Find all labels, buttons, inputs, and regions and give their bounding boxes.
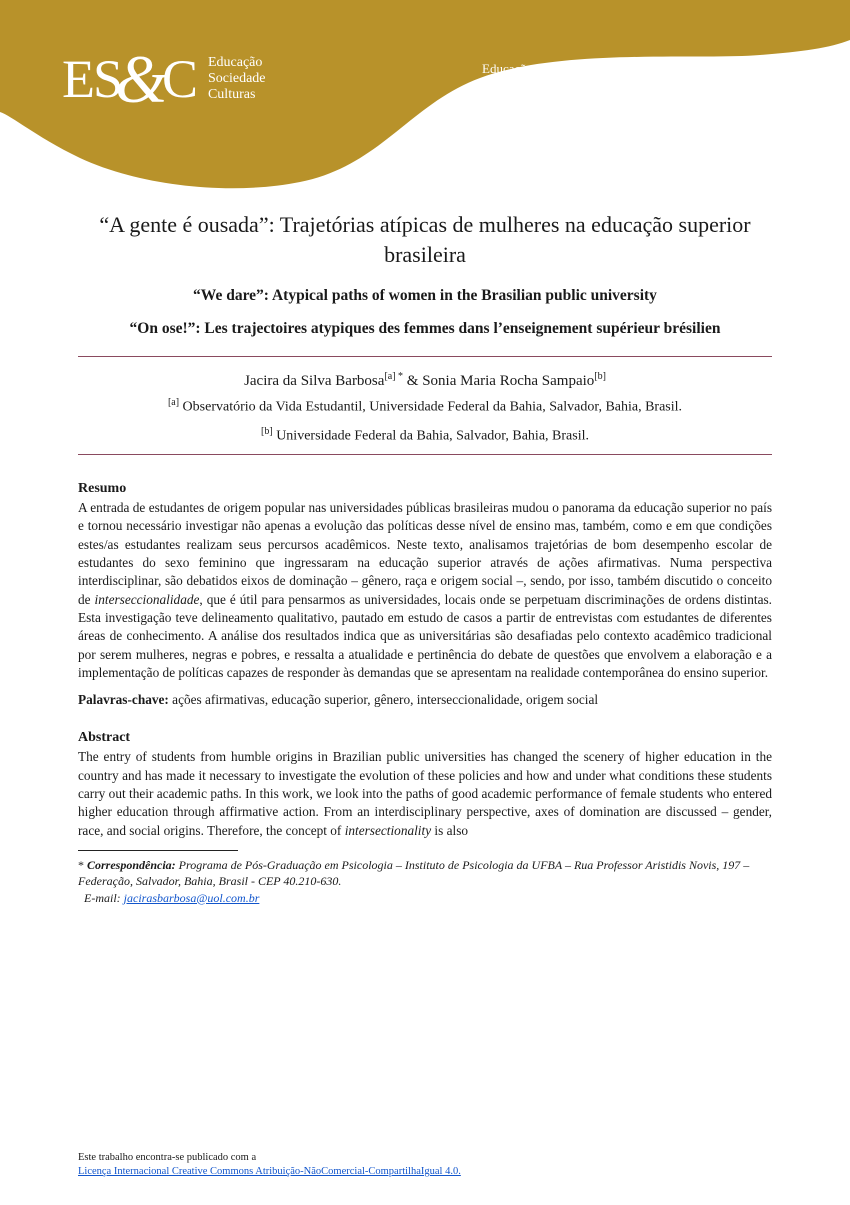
keywords-line: Palavras-chave: ações afirmativas, educa… (78, 692, 772, 708)
title-french: “On ose!”: Les trajectoires atypiques de… (78, 319, 772, 339)
author-amp: & (403, 373, 422, 389)
divider (78, 454, 772, 455)
footnote-text: Programa de Pós-Graduação em Psicologia … (78, 858, 749, 888)
logo-subtitle: Educação Sociedade Culturas (208, 55, 266, 103)
logo-word-1: Educação (208, 55, 262, 70)
footnote-rule (78, 850, 238, 851)
resumo-section: Resumo A entrada de estudantes de origem… (78, 481, 772, 708)
abstract-em: intersectionality (345, 823, 431, 838)
affiliation-b: [b] Universidade Federal da Bahia, Salva… (78, 425, 772, 446)
issue-info: n.º 66, d e z e m b r o 2023, pp. 1-23 (482, 78, 677, 96)
abstract-text: The entry of students from humble origin… (78, 748, 772, 840)
correspondence-footnote: * Correspondência: Programa de Pós-Gradu… (78, 857, 772, 906)
affiliation-a: [a] Observatório da Vida Estudantil, Uni… (78, 396, 772, 417)
author-1: Jacira da Silva Barbosa (244, 373, 384, 389)
abstract-label: Abstract (78, 730, 772, 746)
abstract-section: Abstract The entry of students from humb… (78, 730, 772, 840)
footnote-star: * (78, 858, 87, 872)
author-2-sup: [b] (594, 371, 606, 382)
divider (78, 356, 772, 357)
logo-word-2: Sociedade (208, 71, 266, 86)
email-label: E-mail: (84, 891, 124, 905)
license-block: Este trabalho encontra-se publicado com … (78, 1151, 461, 1179)
journal-header: ES&C Educação Sociedade Culturas Educaçã… (0, 0, 850, 195)
author-2: Sonia Maria Rocha Sampaio (422, 373, 594, 389)
article-body: “A gente é ousada”: Trajetórias atípicas… (78, 210, 772, 906)
logo-c-text: C (162, 48, 198, 110)
title-english: “We dare”: Atypical paths of women in th… (78, 287, 772, 305)
author-1-sup: [a] * (384, 371, 403, 382)
correspondence-email-link[interactable]: jacirasbarbosa@uol.com.br (124, 891, 260, 905)
logo-word-3: Culturas (208, 87, 255, 102)
footnote-label: Correspondência: (87, 858, 176, 872)
journal-logo: ES&C Educação Sociedade Culturas (62, 48, 266, 110)
logo-ampersand: & (115, 41, 168, 117)
affil-b-text: Universidade Federal da Bahia, Salvador,… (276, 428, 589, 443)
resumo-text: A entrada de estudantes de origem popula… (78, 499, 772, 682)
doi-link[interactable]: https://doi.org/10.24840/esc.vi66.497 (482, 96, 677, 114)
affil-b-sup: [b] (261, 426, 273, 437)
journal-metadata: Educação, Sociedade & Culturas n.º 66, d… (482, 60, 677, 115)
resumo-pre: A entrada de estudantes de origem popula… (78, 500, 772, 607)
journal-name: Educação, Sociedade & Culturas (482, 60, 677, 78)
keywords-text: ações afirmativas, educação superior, gê… (169, 692, 598, 707)
resumo-em: interseccionalidade (95, 592, 200, 607)
title-portuguese: “A gente é ousada”: Trajetórias atípicas… (78, 210, 772, 269)
abstract-post: is also (431, 823, 468, 838)
license-pre: Este trabalho encontra-se publicado com … (78, 1152, 256, 1163)
logo-es-text: ES (62, 48, 121, 110)
license-link[interactable]: Licença Internacional Creative Commons A… (78, 1166, 461, 1177)
resumo-label: Resumo (78, 481, 772, 497)
affil-a-sup: [a] (168, 397, 179, 408)
affil-a-text: Observatório da Vida Estudantil, Univers… (183, 399, 683, 414)
author-line: Jacira da Silva Barbosa[a] * & Sonia Mar… (78, 371, 772, 390)
keywords-label: Palavras-chave: (78, 692, 169, 707)
